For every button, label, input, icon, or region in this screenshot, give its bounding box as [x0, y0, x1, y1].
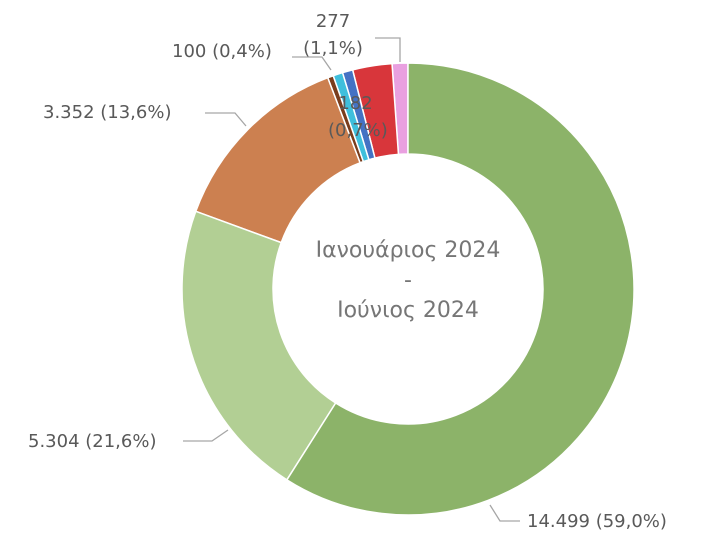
leader-line — [292, 56, 332, 71]
donut-segment — [181, 210, 337, 481]
data-label: 182 (0,7%) — [328, 93, 388, 141]
leader-line — [489, 504, 520, 522]
leader-line — [375, 37, 401, 62]
donut-segment — [285, 62, 635, 516]
data-label: 14.499 (59,0%) — [527, 511, 667, 532]
donut-segment — [351, 62, 400, 160]
center-label: - — [404, 268, 412, 293]
data-label: 277 (1,1%) — [303, 11, 363, 59]
data-label: 100 (0,4%) — [172, 41, 272, 62]
center-label: Ιανουάριος 2024 — [315, 238, 501, 263]
donut-segment — [194, 76, 362, 244]
data-label: 5.304 (21,6%) — [28, 431, 157, 452]
leader-line — [205, 112, 247, 127]
center-label: Ιούνιος 2024 — [337, 298, 479, 323]
leader-line — [183, 429, 229, 442]
data-label: 3.352 (13,6%) — [43, 102, 172, 123]
